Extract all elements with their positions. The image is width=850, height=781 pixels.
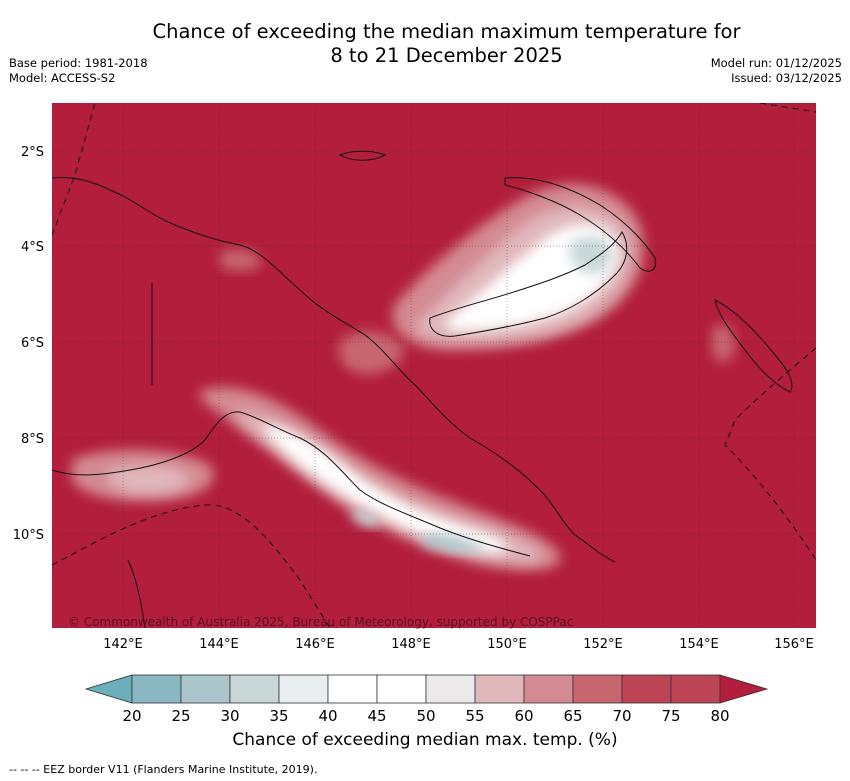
patch-bougainville	[712, 324, 735, 363]
colorbar-tick-label: 45	[367, 707, 386, 725]
lon-label: 148°E	[391, 637, 431, 652]
plume-papuan-cool-2	[350, 509, 381, 527]
longitude-labels: 142°E 144°E 146°E 148°E 150°E 152°E 154°…	[103, 637, 814, 652]
lat-label: 6°S	[21, 336, 44, 351]
colorbar-segment	[327, 674, 378, 704]
eez-northeast	[759, 103, 816, 113]
lon-label: 152°E	[583, 637, 623, 652]
issued-date: Issued: 03/12/2025	[731, 71, 842, 85]
eez-west	[52, 103, 96, 236]
colorbar-tick-label: 35	[269, 707, 288, 725]
eez-borders	[52, 103, 816, 628]
plume-papuan-core	[264, 424, 507, 553]
colorbar-tick-label: 75	[661, 707, 680, 725]
coast-new-ireland	[504, 177, 657, 272]
model-run: Model run: 01/12/2025	[710, 56, 842, 70]
lat-label: 2°S	[21, 145, 44, 160]
copyright-text: © Commonwealth of Australia 2025, Bureau…	[68, 615, 573, 629]
coastlines	[52, 150, 793, 628]
colorbar-segment	[376, 674, 427, 704]
meta-left: Base period: 1981-2018 Model: ACCESS-S2	[9, 56, 148, 86]
colorbar-tick-label: 40	[318, 707, 337, 725]
title-line-2: 8 to 21 December 2025	[330, 44, 563, 67]
coast-manus	[338, 150, 387, 161]
colorbar-tick-label: 20	[122, 707, 141, 725]
colorbar-label: Chance of exceeding median max. temp. (%…	[232, 730, 618, 750]
plume-papuan-cool	[420, 534, 485, 553]
colorbar-segment	[278, 674, 329, 704]
lon-label: 150°E	[487, 637, 527, 652]
gridlines	[52, 103, 816, 628]
colorbar-extend-high	[719, 674, 769, 704]
colorbar-tick-label: 80	[710, 707, 729, 725]
coast-bougainville	[714, 299, 793, 393]
patch-west-coast-inner	[108, 465, 190, 493]
coast-new-guinea-south	[52, 411, 531, 557]
colorbar-segment	[572, 674, 623, 704]
lon-label: 146°E	[295, 637, 335, 652]
latitude-labels: 2°S 4°S 6°S 8°S 10°S	[13, 145, 44, 543]
coast-new-guinea-north	[52, 177, 616, 563]
colorbar-tick-label: 60	[514, 707, 533, 725]
lon-label: 156°E	[774, 637, 814, 652]
colorbar-segment	[621, 674, 672, 704]
lat-label: 4°S	[21, 240, 44, 255]
lon-label: 144°E	[199, 637, 239, 652]
map-title: Chance of exceeding the median maximum t…	[0, 20, 850, 68]
colorbar-tick-label: 50	[416, 707, 435, 725]
anomaly-field	[72, 184, 735, 571]
colorbar-tick-label: 30	[220, 707, 239, 725]
model-name: Model: ACCESS-S2	[9, 71, 116, 85]
lon-label: 154°E	[679, 637, 719, 652]
coast-new-britain	[429, 230, 628, 337]
patch-sepik	[218, 249, 262, 271]
colorbar-segment	[425, 674, 476, 704]
colorbar-segment	[670, 674, 721, 704]
eez-southwest	[52, 504, 331, 628]
colorbar-tick-label: 25	[171, 707, 190, 725]
title-line-1: Chance of exceeding the median maximum t…	[152, 20, 741, 43]
coast-australia	[127, 559, 146, 628]
lat-label: 8°S	[21, 432, 44, 447]
colorbar-segment	[474, 674, 525, 704]
meta-right: Model run: 01/12/2025 Issued: 03/12/2025	[711, 56, 842, 86]
colorbar-segment	[180, 674, 231, 704]
colorbar-ticks: 20 25 30 35 40 45 50 55 60 65 70 75 80	[122, 707, 729, 725]
eez-legend-note: -- -- -- EEZ border V11 (Flanders Marine…	[9, 763, 318, 776]
colorbar	[84, 674, 769, 704]
colorbar-tick-label: 70	[612, 707, 631, 725]
colorbar-segment	[229, 674, 280, 704]
colorbar-segment	[131, 674, 182, 704]
colorbar-tick-label: 55	[465, 707, 484, 725]
lat-label: 10°S	[13, 528, 44, 543]
plume-new-britain-cool	[569, 236, 613, 274]
lon-label: 142°E	[103, 637, 143, 652]
colorbar-tick-label: 65	[563, 707, 582, 725]
colorbar-segment	[523, 674, 574, 704]
eez-east	[724, 347, 816, 561]
colorbar-extend-low	[84, 674, 133, 704]
base-period: Base period: 1981-2018	[9, 56, 148, 70]
